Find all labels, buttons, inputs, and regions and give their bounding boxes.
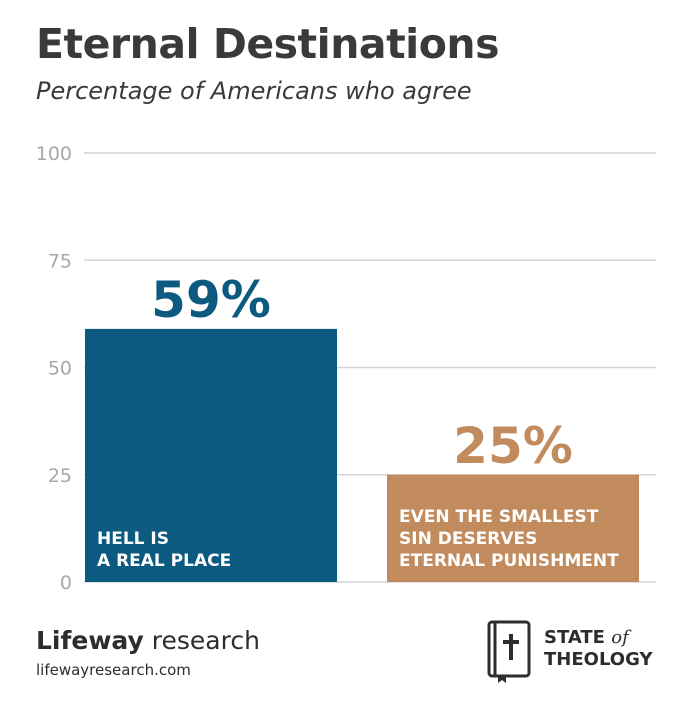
bar-value-label: 25%: [453, 417, 573, 475]
bar-category-label: EVEN THE SMALLEST: [399, 507, 599, 527]
y-tick-label: 75: [48, 250, 72, 272]
y-tick-label: 100: [36, 143, 72, 165]
sot-line2: THEOLOGY: [544, 649, 653, 670]
chart-title: Eternal Destinations: [36, 20, 499, 68]
state-of-theology-logo: STATE of THEOLOGY: [544, 627, 652, 671]
footer-url: lifewayresearch.com: [36, 661, 191, 679]
brand-light: research: [143, 626, 260, 655]
bar: [387, 474, 639, 582]
bar: [85, 328, 337, 582]
y-tick-label: 50: [48, 358, 72, 380]
bible-icon: [487, 620, 531, 683]
bar-category-label: HELL IS: [97, 529, 169, 549]
sot-line1: STATE: [544, 627, 605, 648]
y-tick-label: 0: [60, 572, 72, 594]
y-tick-label: 25: [48, 465, 72, 487]
bar-value-label: 59%: [151, 271, 271, 329]
brand-bold: Lifeway: [36, 626, 144, 655]
sot-of: of: [611, 627, 629, 648]
bar-category-label: ETERNAL PUNISHMENT: [399, 551, 619, 571]
bar-category-label: SIN DESERVES: [399, 529, 537, 549]
chart-subtitle: Percentage of Americans who agree: [36, 77, 472, 105]
lifeway-research-logo: Lifeway research: [36, 626, 260, 655]
bar-category-label: A REAL PLACE: [97, 551, 231, 571]
